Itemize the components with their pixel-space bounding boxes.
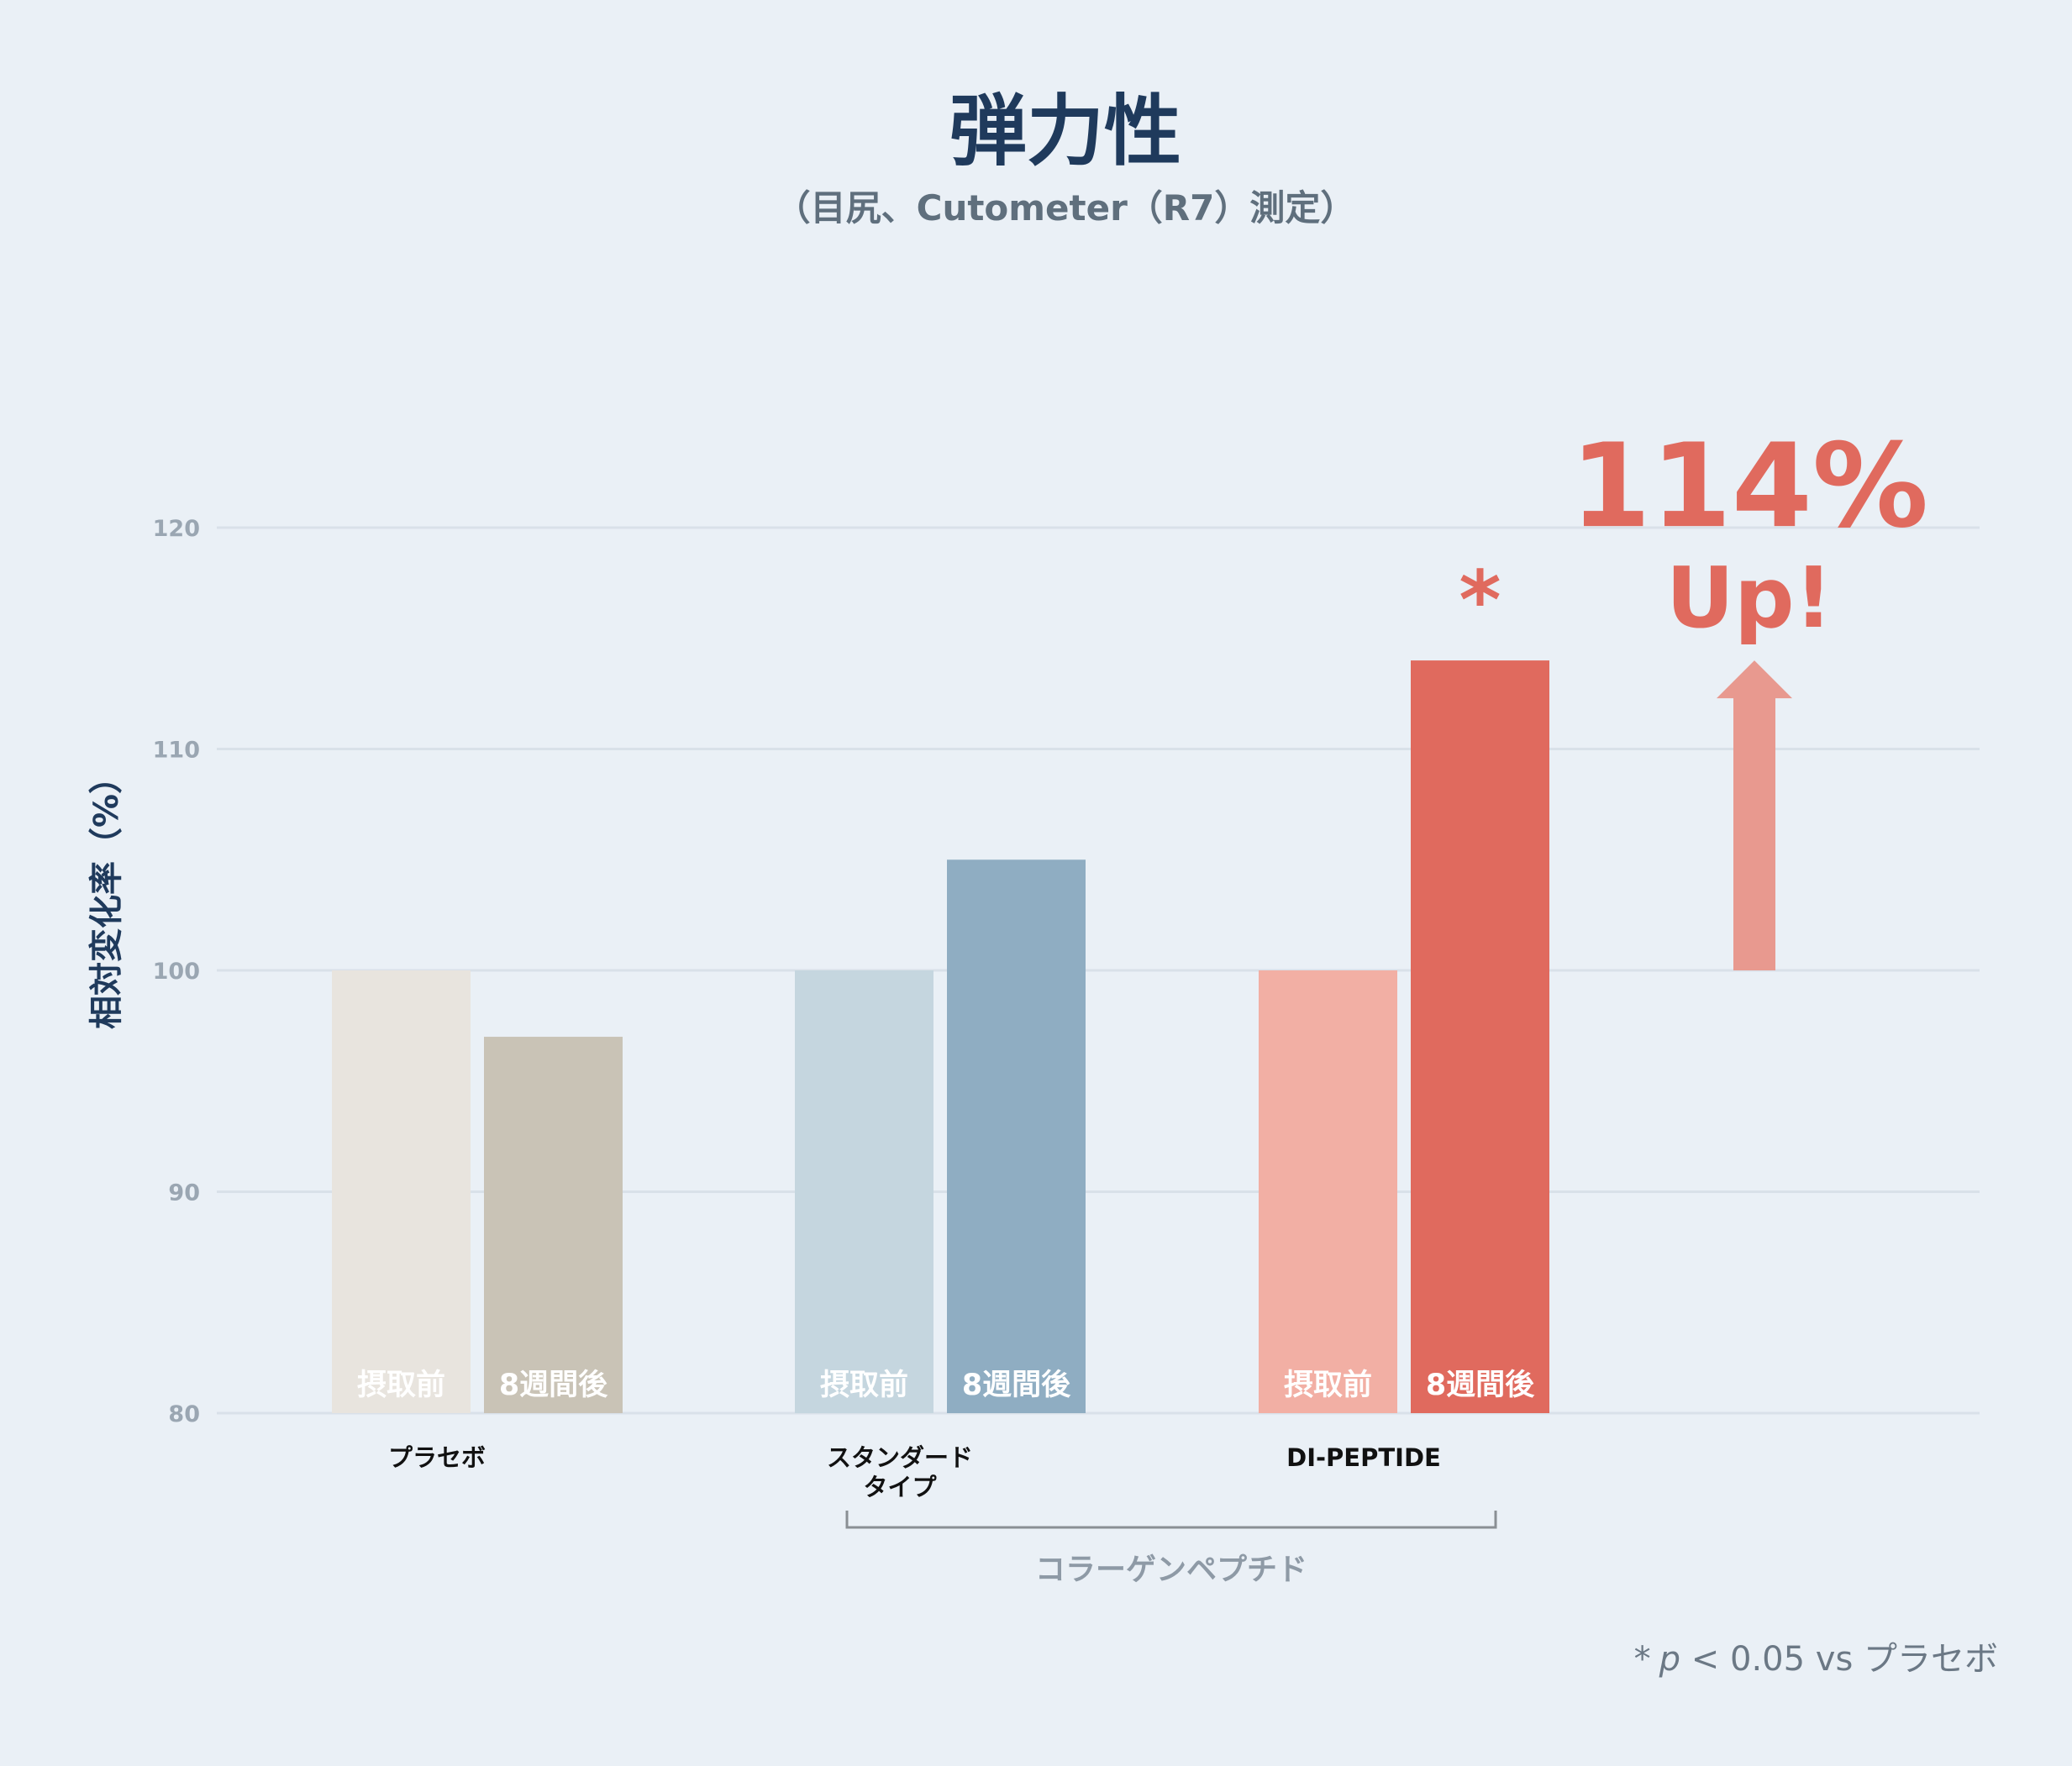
x-category-label: タイプ [863, 1473, 937, 1501]
bar-0-0 [332, 970, 471, 1413]
bar-series-label: 摂取前 [820, 1369, 908, 1402]
bar-1-0 [795, 970, 933, 1413]
significance-mark: * [1459, 554, 1501, 648]
group-bracket-label: コラーゲンペプチド [1035, 1553, 1307, 1587]
bar-series-label: 8週間後 [962, 1369, 1071, 1402]
y-axis-ticks: 80 90 100 110 120 [153, 516, 200, 1427]
bar-series-labels: 摂取前 8週間後 摂取前 8週間後 摂取前 8週間後 [357, 1369, 1535, 1402]
y-tick-label: 100 [153, 959, 200, 985]
y-tick-label: 90 [168, 1180, 200, 1206]
callout-percentage: 114% [1570, 418, 1928, 554]
gridlines [217, 526, 1980, 1415]
x-category-label: DI-PEPTIDE [1286, 1443, 1441, 1472]
bar-2-0 [1259, 970, 1397, 1413]
footnote: * p < 0.05 vs プラセボ [1634, 1640, 1998, 1679]
x-category-label: プラセボ [388, 1443, 486, 1472]
y-tick-label: 120 [153, 516, 200, 542]
bar-0-1 [484, 1037, 623, 1413]
chart-title: 弾力性 [949, 87, 1181, 176]
bar-2-1 [1411, 660, 1549, 1413]
bar-series-label: 摂取前 [1284, 1369, 1372, 1402]
x-category-label: スタンダード [827, 1443, 973, 1472]
bars [332, 660, 1549, 1413]
bar-series-label: 8週間後 [1426, 1369, 1535, 1402]
y-tick-label: 80 [168, 1401, 200, 1427]
bar-series-label: 摂取前 [357, 1369, 445, 1402]
chart-subtitle: （目尻、Cutometer（R7）測定） [776, 187, 1356, 229]
callout-up-text: Up! [1666, 549, 1833, 647]
group-bracket [845, 1511, 1497, 1529]
bar-1-1 [947, 859, 1086, 1413]
bracket-line [845, 1511, 1497, 1529]
up-arrow-icon [1717, 660, 1792, 970]
increase-callout: 114% Up! [1570, 418, 1928, 970]
y-tick-label: 110 [153, 738, 200, 764]
footnote-p: p [1659, 1640, 1680, 1679]
y-axis-label: 相対変化率（%） [87, 760, 126, 1029]
footnote-text: < 0.05 vs プラセボ [1680, 1640, 1998, 1679]
footnote-star: * [1634, 1640, 1651, 1679]
bar-series-label: 8週間後 [499, 1369, 608, 1402]
